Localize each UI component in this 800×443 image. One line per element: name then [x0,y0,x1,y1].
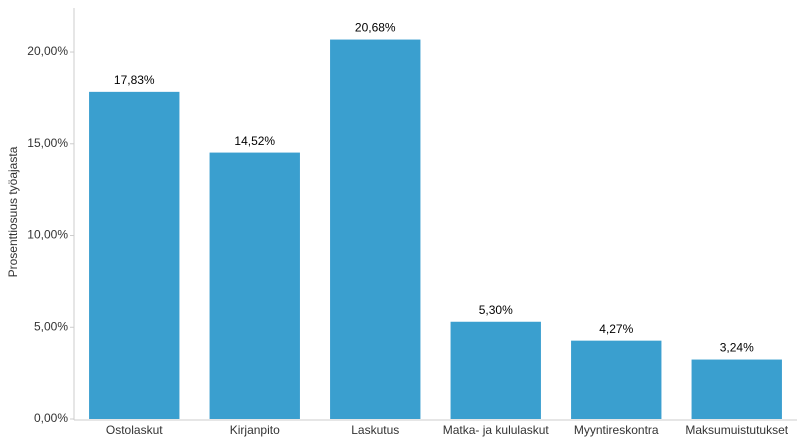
y-axis-label: Prosenttiosuus työajasta [6,146,20,277]
bar [209,152,300,419]
bar [571,340,662,419]
y-tick-label: 20,00% [27,44,68,58]
x-tick-label: Matka- ja kululaskut [443,423,550,437]
value-label: 20,68% [355,21,396,35]
bar [89,91,180,419]
y-tick-label: 0,00% [34,411,68,425]
x-tick-label: Myyntireskontra [574,423,659,437]
x-tick-label: Maksumuistutukset [685,423,788,437]
x-tick-label: Kirjanpito [230,423,280,437]
value-label: 17,83% [114,73,155,87]
value-label: 5,30% [479,303,513,317]
value-label: 3,24% [720,341,754,355]
x-tick-label: Ostolaskut [106,423,163,437]
value-label: 4,27% [599,322,633,336]
y-tick-label: 5,00% [34,319,68,333]
bar [330,39,421,419]
bar [691,359,782,419]
value-label: 14,52% [234,134,275,148]
y-tick-label: 15,00% [27,136,68,150]
bar [450,321,541,419]
x-tick-label: Laskutus [351,423,399,437]
y-tick-label: 10,00% [27,228,68,242]
